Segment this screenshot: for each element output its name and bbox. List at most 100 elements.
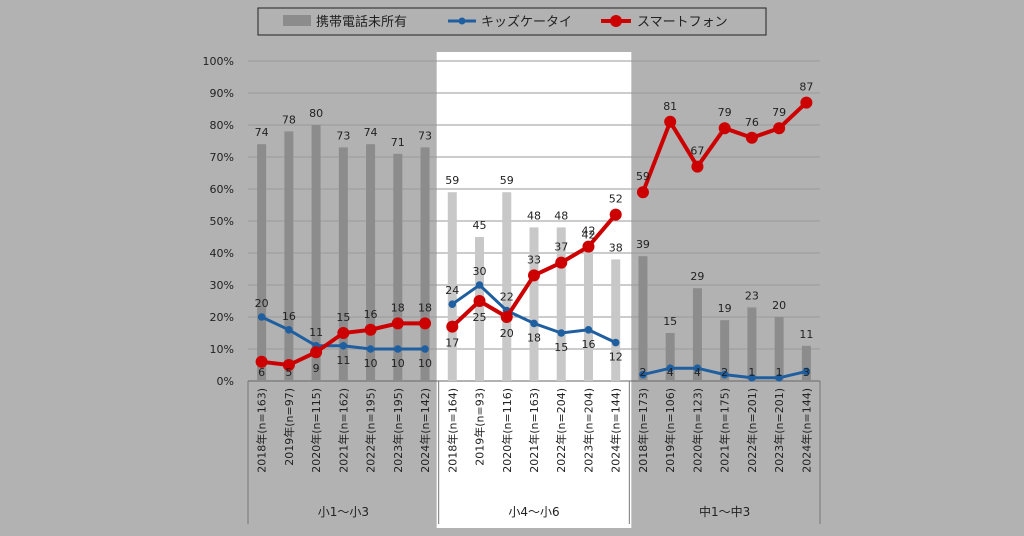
data-label-smartphone: 18 [391,301,405,314]
data-label-no-phone: 19 [718,302,732,315]
data-label-smartphone: 52 [609,193,623,206]
data-label-kids-phone: 12 [609,351,623,364]
bar-no-phone [447,192,457,381]
point-smartphone [800,96,813,109]
data-label-smartphone: 37 [554,241,568,254]
x-tick-label: 2022年(n=201) [745,388,759,473]
bar-no-phone [801,345,811,381]
data-label-no-phone: 38 [609,241,623,254]
data-label-kids-phone: 15 [554,341,568,354]
data-label-smartphone: 18 [418,301,432,314]
bar-no-phone [583,246,593,381]
x-tick-label: 2020年(n=115) [309,388,323,473]
point-smartphone [255,355,268,368]
x-tick-label: 2023年(n=204) [581,388,595,473]
point-smartphone [500,311,513,323]
data-label-smartphone: 20 [500,327,514,340]
data-label-kids-phone: 10 [391,357,405,370]
x-axis-labels: 2018年(n=163) 2019年(n=97) 2020年(n=115) 2021年… [255,388,814,473]
y-tick-label: 30% [210,279,234,292]
point-kids-phone [257,313,266,321]
bar-no-phone [366,144,376,381]
x-tick-label: 2021年(n=162) [336,388,350,473]
data-label-kids-phone: 4 [694,366,701,379]
data-label-smartphone: 79 [772,106,786,119]
data-label-smartphone: 9 [313,362,320,375]
data-label-kids-phone: 30 [473,265,487,278]
data-label-smartphone: 15 [336,311,350,324]
y-tick-label: 10% [210,343,234,356]
data-label-kids-phone: 2 [721,366,728,379]
data-label-no-phone: 73 [418,129,432,142]
point-kids-phone [693,364,702,373]
series-lines [255,96,813,382]
data-label-no-phone: 11 [799,328,813,341]
bar-no-phone [529,227,539,381]
data-label-kids-phone: 11 [309,326,323,339]
point-smartphone [609,208,622,221]
point-smartphone [773,122,786,135]
data-label-no-phone: 73 [336,129,350,142]
y-tick-label: 70% [210,151,234,164]
point-smartphone [582,240,595,253]
data-label-kids-phone: 1 [776,366,783,379]
legend-swatch-no-phone [283,15,311,26]
x-tick-label: 2020年(n=116) [500,388,514,473]
x-tick-label: 2018年(n=163) [255,388,269,473]
point-kids-phone [530,319,538,328]
point-kids-phone [421,345,429,353]
y-tick-label: 80% [210,119,234,132]
point-smartphone [555,256,568,269]
data-label-smartphone: 67 [690,145,704,158]
legend-marker-kids-phone [458,17,466,25]
point-kids-phone [557,329,566,337]
x-tick-label: 2019年(n=106) [663,388,677,473]
point-smartphone [419,317,432,330]
y-axis-ticks: 0% 10% 20% 30% 40% 50% 60% 70% 80% 90% 100% [203,55,234,388]
data-label-no-phone: 59 [445,174,459,187]
data-label-no-phone: 78 [282,113,296,126]
data-label-no-phone: 80 [309,107,323,120]
data-label-kids-phone: 18 [527,331,541,344]
legend-marker-smartphone [610,15,622,27]
bar-no-phone [774,317,784,381]
point-kids-phone [748,374,756,382]
data-label-smartphone: 17 [445,337,459,350]
bars-no-phone [257,125,811,381]
data-label-no-phone: 45 [473,219,487,232]
data-label-smartphone: 5 [285,366,292,379]
data-label-no-phone: 15 [663,315,677,328]
data-label-kids-phone: 22 [500,291,514,304]
y-tick-label: 60% [210,183,234,196]
data-label-no-phone: 74 [255,126,269,139]
data-label-kids-phone: 3 [803,366,810,379]
point-kids-phone [339,342,348,350]
x-tick-label: 2023年(n=195) [391,388,405,473]
x-tick-label: 2019年(n=93) [473,388,487,466]
data-label-smartphone: 59 [636,170,650,183]
x-tick-label: 2019年(n=97) [282,388,296,466]
x-tick-label: 2024年(n=144) [799,388,813,473]
point-smartphone [745,131,758,144]
data-label-no-phone: 59 [500,174,514,187]
point-kids-phone [666,364,674,373]
y-tick-label: 50% [210,215,234,228]
group-label: 中1～中3 [699,504,750,519]
data-label-smartphone: 16 [364,308,378,321]
data-label-smartphone: 25 [473,311,487,324]
legend-label-smartphone: スマートフォン [637,15,728,30]
data-label-smartphone: 87 [799,81,813,94]
group-label: 小4～小6 [508,505,559,519]
data-label-kids-phone: 10 [418,357,432,370]
data-label-kids-phone: 1 [748,366,755,379]
point-kids-phone [285,326,293,334]
data-label-no-phone: 42 [581,229,595,242]
data-label-kids-phone: 10 [364,357,378,370]
y-tick-label: 0% [217,375,234,388]
x-tick-label: 2018年(n=173) [636,388,650,473]
point-smartphone [446,320,459,333]
bar-no-phone [556,227,566,381]
point-smartphone [310,346,323,359]
data-label-smartphone: 33 [527,253,541,266]
